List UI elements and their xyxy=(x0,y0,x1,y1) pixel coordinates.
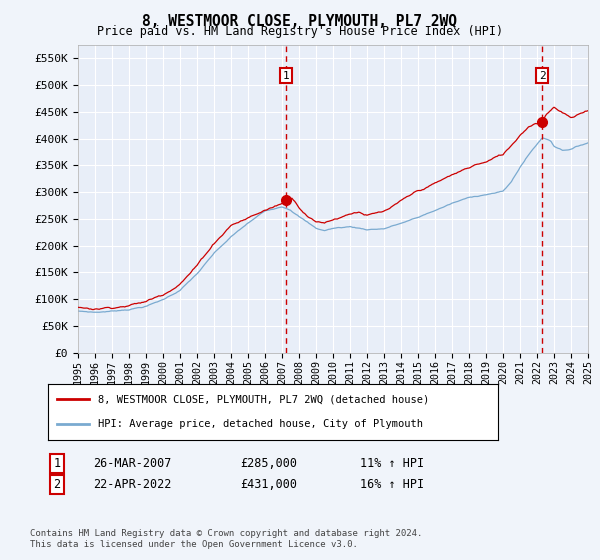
Text: 1: 1 xyxy=(283,71,289,81)
Text: 16% ↑ HPI: 16% ↑ HPI xyxy=(360,478,424,491)
Text: 2: 2 xyxy=(539,71,545,81)
Text: 8, WESTMOOR CLOSE, PLYMOUTH, PL7 2WQ (detached house): 8, WESTMOOR CLOSE, PLYMOUTH, PL7 2WQ (de… xyxy=(97,394,429,404)
Text: 2: 2 xyxy=(53,478,61,491)
Text: 11% ↑ HPI: 11% ↑ HPI xyxy=(360,457,424,470)
Text: Contains HM Land Registry data © Crown copyright and database right 2024.
This d: Contains HM Land Registry data © Crown c… xyxy=(30,529,422,549)
Text: HPI: Average price, detached house, City of Plymouth: HPI: Average price, detached house, City… xyxy=(97,419,422,429)
Text: 1: 1 xyxy=(53,457,61,470)
Text: 26-MAR-2007: 26-MAR-2007 xyxy=(93,457,172,470)
Text: Price paid vs. HM Land Registry's House Price Index (HPI): Price paid vs. HM Land Registry's House … xyxy=(97,25,503,38)
Text: 22-APR-2022: 22-APR-2022 xyxy=(93,478,172,491)
Text: 8, WESTMOOR CLOSE, PLYMOUTH, PL7 2WQ: 8, WESTMOOR CLOSE, PLYMOUTH, PL7 2WQ xyxy=(143,14,458,29)
Text: £431,000: £431,000 xyxy=(240,478,297,491)
Text: £285,000: £285,000 xyxy=(240,457,297,470)
